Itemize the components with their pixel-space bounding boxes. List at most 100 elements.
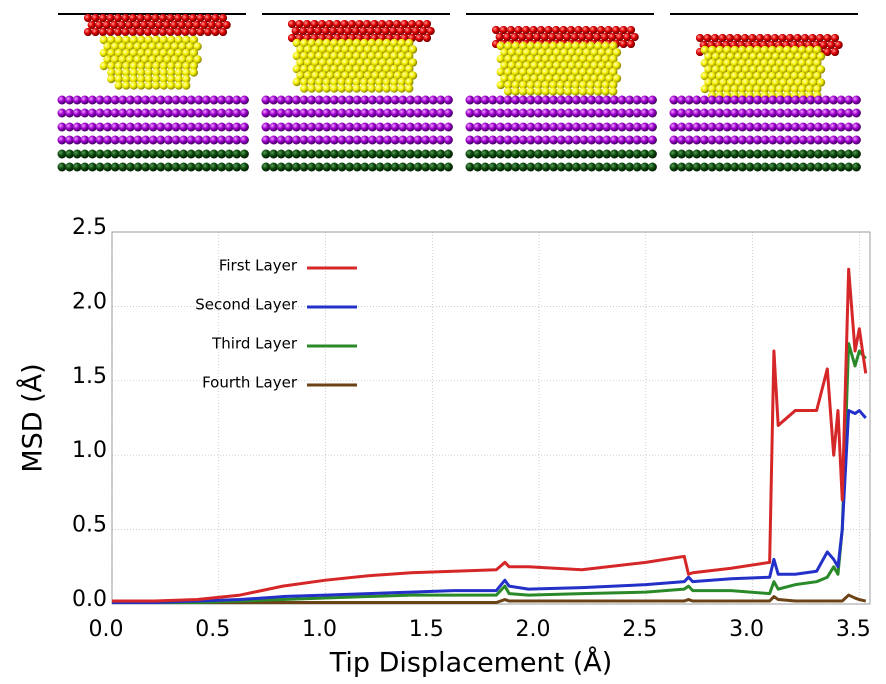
atom <box>269 122 279 132</box>
atom <box>329 108 339 118</box>
atom <box>556 54 565 64</box>
atom <box>181 28 190 36</box>
atom <box>106 28 115 36</box>
atom <box>307 84 316 93</box>
atom <box>91 14 100 22</box>
atom <box>564 80 573 90</box>
atom <box>166 28 175 36</box>
atom <box>496 41 505 51</box>
atom <box>525 33 534 41</box>
atom <box>194 162 204 172</box>
atom <box>587 122 597 132</box>
atom <box>163 135 173 145</box>
atom <box>518 135 528 145</box>
atom <box>723 45 732 55</box>
atom <box>133 108 143 118</box>
atom <box>510 33 519 41</box>
atom <box>224 108 234 118</box>
atom <box>775 84 784 94</box>
atom <box>809 52 818 61</box>
atom <box>511 80 520 90</box>
atom <box>360 51 369 61</box>
atom <box>110 42 120 51</box>
atom <box>185 42 195 51</box>
atom <box>326 58 335 67</box>
atom <box>790 45 799 55</box>
atom <box>129 74 138 84</box>
atom <box>823 48 832 56</box>
atom <box>734 65 743 74</box>
atom <box>299 135 309 145</box>
atom <box>503 122 513 132</box>
atom <box>836 108 846 118</box>
atom <box>405 38 414 48</box>
atom <box>132 21 141 29</box>
atom <box>647 108 657 118</box>
atom <box>201 149 211 159</box>
atom <box>836 135 846 145</box>
atom <box>549 80 558 90</box>
atom <box>768 71 777 81</box>
atom <box>582 61 592 70</box>
atom <box>801 78 811 87</box>
atom <box>359 27 368 35</box>
atom <box>504 80 513 90</box>
atom <box>322 77 331 87</box>
atom <box>378 58 388 67</box>
atom <box>133 149 143 159</box>
atom <box>159 14 167 22</box>
atom <box>768 58 777 68</box>
atom <box>352 122 362 132</box>
atom <box>597 74 607 83</box>
atom <box>745 149 755 159</box>
atom <box>791 95 801 105</box>
atom <box>371 45 380 54</box>
atom <box>734 52 743 61</box>
atom <box>763 34 772 42</box>
atom <box>295 20 304 28</box>
atom <box>704 65 713 74</box>
atom <box>162 21 171 29</box>
atom <box>215 21 224 29</box>
atom <box>348 45 358 54</box>
atom <box>806 95 816 105</box>
atom <box>367 77 376 87</box>
atom <box>355 20 364 28</box>
atom <box>201 162 211 172</box>
atom <box>473 108 483 118</box>
atom <box>148 42 157 51</box>
atom <box>790 84 799 94</box>
atom <box>315 77 324 87</box>
atom <box>609 87 618 96</box>
atom <box>194 135 204 145</box>
atom <box>325 20 334 28</box>
atom <box>390 84 399 93</box>
atom <box>574 26 583 34</box>
atom <box>405 122 415 132</box>
atom <box>300 64 309 74</box>
atom <box>760 45 769 55</box>
atom <box>733 34 742 42</box>
atom <box>530 74 539 83</box>
atom <box>284 122 294 132</box>
atom <box>518 149 528 159</box>
atom <box>507 48 517 57</box>
atom <box>760 162 770 172</box>
atom <box>821 108 831 118</box>
atom <box>640 149 650 159</box>
atom <box>72 162 82 172</box>
atom <box>337 162 347 172</box>
atom <box>415 20 424 28</box>
atom <box>314 149 324 159</box>
atom <box>836 95 846 105</box>
atom <box>288 20 296 28</box>
atom <box>715 108 725 118</box>
atom <box>617 162 627 172</box>
atom <box>95 95 105 105</box>
atom <box>647 122 657 132</box>
atom <box>114 35 124 45</box>
atom <box>107 74 116 84</box>
atom <box>436 149 446 159</box>
atom <box>775 162 785 172</box>
atom <box>602 108 612 118</box>
